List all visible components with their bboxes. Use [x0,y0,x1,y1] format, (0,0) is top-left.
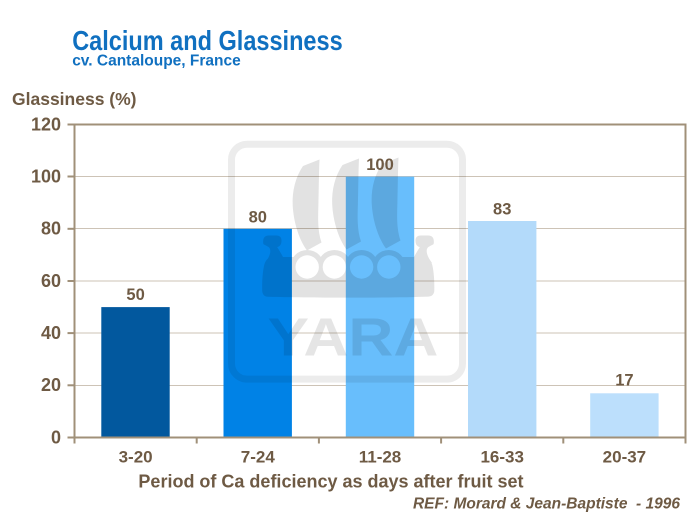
svg-text:YARA: YARA [268,308,439,368]
svg-text:REF: Morard & Jean-Baptiste -: REF: Morard & Jean-Baptiste - 1996 [413,496,680,513]
svg-text:Calcium and Glassiness: Calcium and Glassiness [72,26,342,56]
svg-text:83: 83 [493,200,511,218]
svg-text:Period of Ca deficiency as day: Period of Ca deficiency as days after fr… [138,472,523,492]
svg-text:40: 40 [41,323,61,343]
svg-text:50: 50 [126,286,144,304]
svg-text:16-33: 16-33 [480,448,523,467]
svg-text:Glassiness (%): Glassiness (%) [12,89,137,109]
svg-text:100: 100 [366,156,394,174]
svg-text:cv. Cantaloupe, France: cv. Cantaloupe, France [72,52,241,69]
svg-text:60: 60 [41,271,61,291]
svg-text:0: 0 [51,427,61,447]
svg-text:100: 100 [31,166,61,186]
svg-text:80: 80 [249,208,267,226]
svg-text:11-28: 11-28 [359,448,402,467]
svg-text:20: 20 [41,375,61,395]
svg-text:7-24: 7-24 [241,448,276,467]
svg-text:120: 120 [31,114,61,134]
svg-text:80: 80 [41,219,61,239]
svg-text:20-37: 20-37 [603,448,646,467]
svg-text:3-20: 3-20 [119,448,153,467]
svg-text:17: 17 [615,372,633,390]
